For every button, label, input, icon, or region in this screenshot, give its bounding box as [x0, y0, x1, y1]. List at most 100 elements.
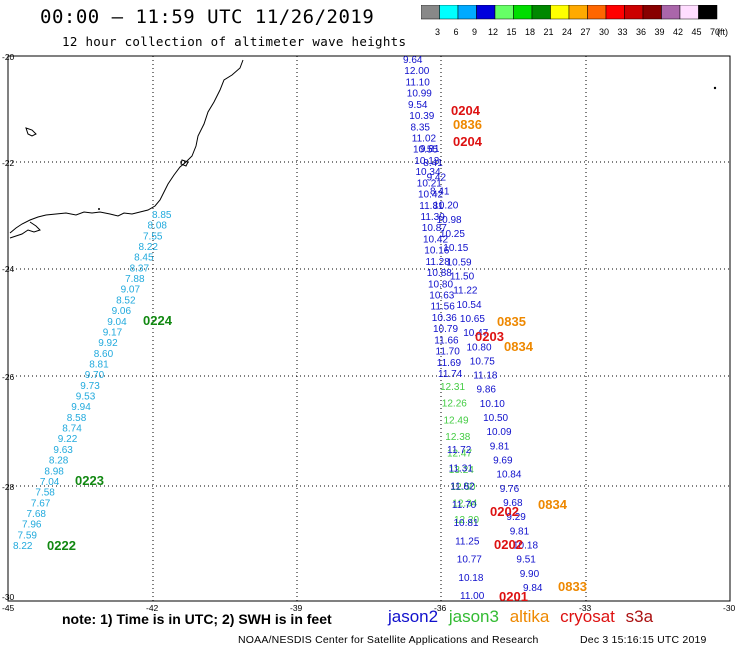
pass-time-label-0204: 0204 [451, 103, 481, 118]
swh-value-label: 10.13 [414, 156, 439, 167]
swh-value-label: 9.68 [503, 498, 523, 509]
swh-value-label: 12.50 [451, 482, 476, 493]
swh-value-label: 8.45 [134, 253, 154, 264]
swh-value-label: 7.68 [27, 509, 47, 520]
pass-time-label-0201: 0201 [499, 589, 528, 604]
swh-value-label: 9.81 [420, 144, 440, 155]
swh-value-label: 8.60 [94, 349, 114, 360]
coastline-bay [9, 221, 41, 239]
color-scale-label: 42 [673, 27, 683, 37]
swh-value-label: 10.55 [413, 145, 438, 156]
y-tick-label: -22 [2, 158, 15, 168]
swh-value-label: 10.98 [437, 215, 462, 226]
swh-value-label: 11.70 [436, 347, 461, 358]
swh-value-label: 10.42 [418, 190, 443, 201]
swh-value-label: 10.47 [463, 328, 488, 339]
swh-value-label: 8.58 [67, 413, 87, 424]
swh-value-label: 8.22 [13, 541, 33, 552]
color-scale-legend: 3 6 9 12 15 18 21 24 27 30 33 36 39 42 45 70(ft) [421, 5, 728, 37]
swh-value-label: 10.54 [457, 300, 482, 311]
swh-value-label: 9.64 [403, 55, 423, 66]
swh-value-label: 11.18 [473, 371, 498, 382]
swh-value-label: 10.34 [416, 167, 441, 178]
swh-value-label: 9.84 [523, 583, 543, 594]
swh-value-label: 8.37 [130, 263, 150, 274]
pass-time-label-0224: 0224 [143, 313, 173, 328]
swh-value-label: 12.31 [440, 382, 465, 393]
swh-value-label: 7.88 [125, 274, 145, 285]
pass-time-labels: 0224 0223 0222 0204 0836 0204 0835 0203 … [47, 103, 587, 604]
swh-value-label: 10.16 [424, 246, 449, 257]
swh-value-label: 9.70 [85, 370, 105, 381]
swh-value-label: 10.75 [470, 356, 495, 367]
coastline [9, 59, 244, 234]
swh-value-label: 9.94 [71, 402, 91, 413]
pass-time-label-0836: 0836 [453, 117, 482, 132]
swh-value-label: 7.04 [40, 477, 60, 488]
swh-value-label: 11.72 [447, 445, 472, 456]
swh-value-label: 10.21 [417, 178, 442, 189]
swh-value-label: 11.69 [437, 358, 462, 369]
swh-value-label: 8.98 [44, 466, 64, 477]
swh-value-label: 9.92 [98, 338, 118, 349]
y-tick-label: -24 [2, 264, 15, 274]
swath-values-layer: 8.858.087.558.228.458.377.889.078.529.06… [13, 55, 543, 602]
swh-value-label: 9.22 [58, 434, 78, 445]
swh-value-label: 11.74 [438, 369, 463, 380]
swh-value-label: 8.81 [89, 360, 109, 371]
x-tick-label: -42 [146, 603, 159, 613]
swh-value-label: 11.25 [455, 536, 480, 547]
swh-value-label: 9.81 [490, 441, 510, 452]
legend-jason3: jason3 [448, 607, 499, 626]
color-scale-label: 39 [654, 27, 664, 37]
swh-value-label: 10.36 [432, 313, 457, 324]
color-scale-label: 3 [435, 27, 440, 37]
swh-value-label: 9.07 [121, 285, 141, 296]
y-tick-label: -26 [2, 372, 15, 382]
generated-timestamp: Dec 3 15:16:15 UTC 2019 [580, 634, 707, 646]
island-shape-2 [180, 159, 189, 167]
swh-value-label: 7.58 [35, 488, 55, 499]
swh-value-label: 13.24 [449, 465, 474, 476]
swh-value-label: 8.85 [152, 210, 172, 221]
axis-labels: -45 -42 -39 -36 -33 -30 -20 -22 -24 -26 … [2, 52, 736, 613]
swh-value-label: 10.18 [458, 573, 483, 584]
swh-value-label: 8.22 [139, 242, 159, 253]
color-scale-label: 70 [710, 27, 720, 37]
swh-value-label: 7.55 [143, 231, 163, 242]
satellite-legend: jason2 jason3 altika cryosat s3a [388, 607, 659, 627]
credit-line: NOAA/NESDIS Center for Satellite Applica… [238, 634, 539, 646]
swh-value-label: 10.77 [457, 555, 482, 566]
pass-time-label-0204-b: 0204 [453, 134, 483, 149]
page-title: 00:00 – 11:59 UTC 11/26/2019 [40, 6, 375, 28]
swh-value-label: 7.59 [18, 530, 38, 541]
swh-value-label: 9.51 [516, 555, 536, 566]
x-tick-label: -39 [290, 603, 303, 613]
color-scale-label: 12 [488, 27, 498, 37]
page-subtitle: 12 hour collection of altimeter wave hei… [62, 34, 407, 49]
swh-value-label: 11.50 [450, 272, 475, 283]
island-shape [25, 127, 37, 137]
swh-value-label: 8.28 [49, 456, 69, 467]
swh-value-label: 9.76 [500, 484, 520, 495]
swh-value-label: 7.96 [22, 520, 42, 531]
pass-time-label-0835: 0835 [497, 314, 526, 329]
swh-value-label: 10.87 [422, 223, 447, 234]
island-dot-2 [98, 208, 100, 210]
swh-value-label: 9.90 [520, 569, 540, 580]
swh-value-label: 10.15 [443, 243, 468, 254]
swh-value-label: 12.00 [404, 66, 429, 77]
color-scale-label: 9 [472, 27, 477, 37]
pass-time-label-0223: 0223 [75, 473, 104, 488]
swh-value-label: 11.28 [426, 257, 451, 268]
map-gridlines [8, 56, 730, 601]
swh-value-label: 11.56 [431, 302, 456, 313]
color-scale-label: 27 [580, 27, 590, 37]
pass-time-label-0222: 0222 [47, 538, 76, 553]
legend-cryosat: cryosat [560, 607, 615, 626]
color-scale-swatch [698, 5, 718, 20]
swh-value-label: 11.02 [412, 134, 437, 145]
swh-value-label: 8.41 [423, 158, 443, 169]
swh-value-label: 10.20 [433, 201, 458, 212]
